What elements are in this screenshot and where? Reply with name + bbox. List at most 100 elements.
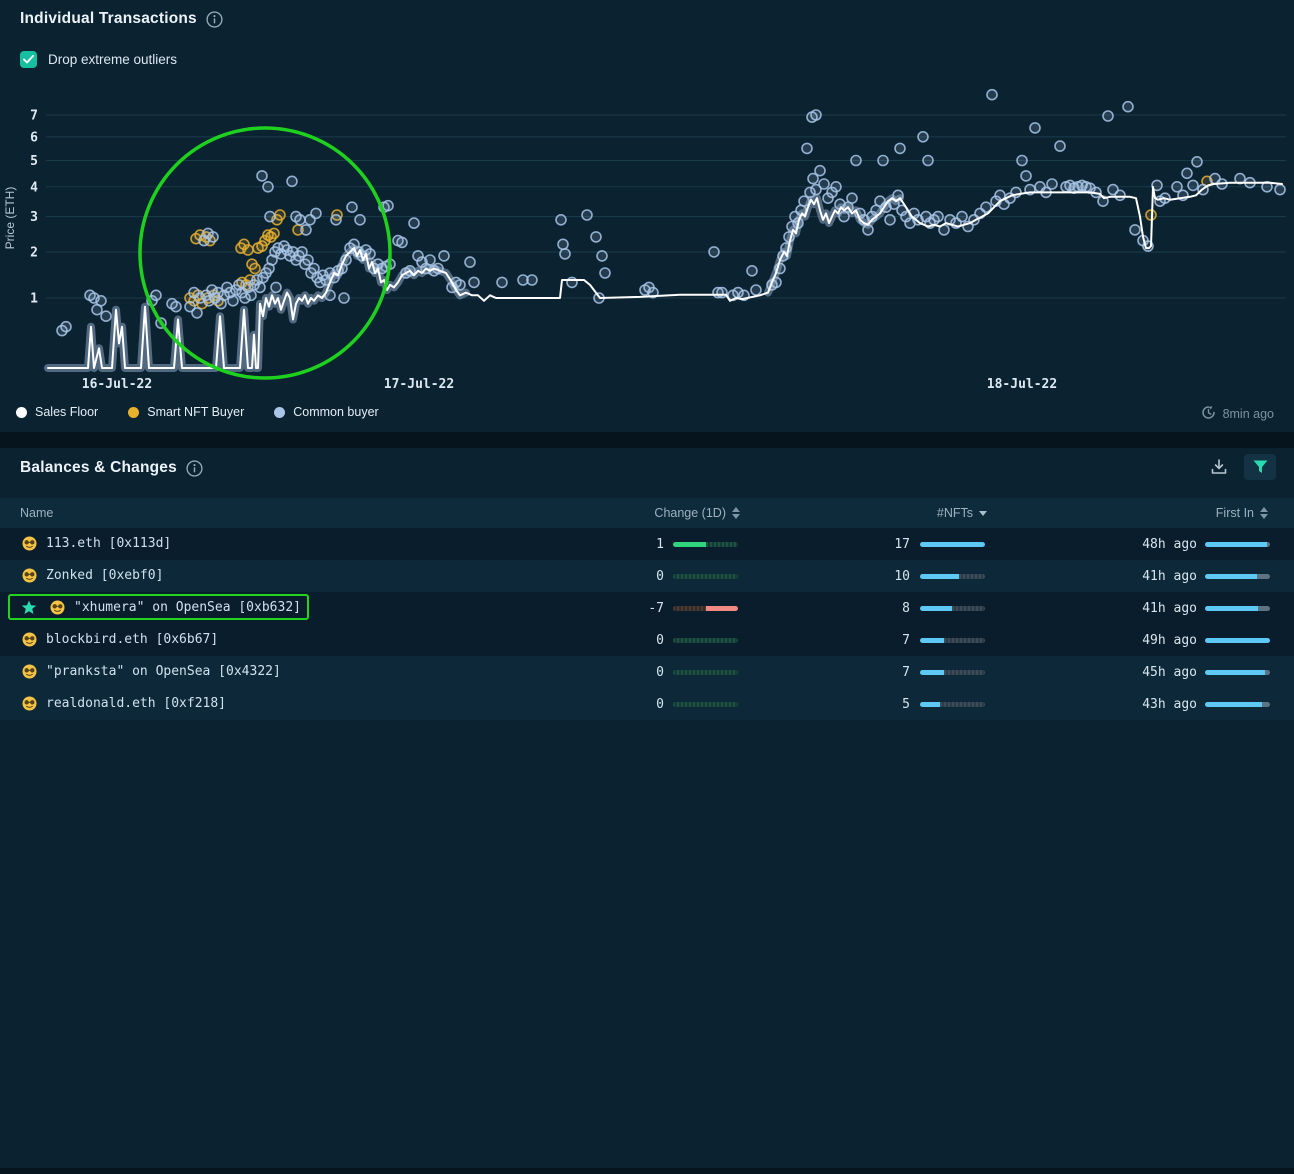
table-row-4[interactable]: "pranksta" on OpenSea [0x4322] 0 7 45h ago: [0, 656, 1294, 688]
data-point: [1187, 179, 1199, 192]
table-row-5[interactable]: realdonald.eth [0xf218] 0 5 43h ago: [0, 688, 1294, 720]
data-point: [274, 209, 286, 221]
nft-count: 7: [902, 665, 910, 680]
nft-bar: [920, 702, 985, 707]
data-point: [424, 254, 436, 266]
change-bar: [673, 542, 738, 547]
data-point: [716, 286, 728, 299]
individual-transactions-title-text: Individual Transactions: [20, 10, 197, 27]
checkbox-checked-icon[interactable]: [20, 51, 37, 68]
data-point: [464, 256, 476, 268]
wallet-name[interactable]: Zonked [0xebf0]: [46, 568, 164, 583]
sort-both-icon: [732, 507, 740, 519]
table-row-2[interactable]: "xhumera" on OpenSea [0xb632] -7 8 41h ago: [0, 592, 1294, 624]
data-point: [559, 248, 571, 260]
download-icon[interactable]: [1208, 456, 1230, 478]
data-point: [1046, 178, 1058, 190]
wallet-emoji-icon: [22, 536, 37, 556]
data-point: [877, 154, 889, 167]
data-point: [496, 276, 508, 289]
data-point: [818, 178, 830, 190]
legend-item-sales-floor[interactable]: Sales Floor: [16, 405, 98, 419]
wallet-name[interactable]: blockbird.eth [0x6b67]: [46, 632, 219, 647]
data-point: [599, 267, 611, 279]
data-point: [286, 175, 298, 188]
data-point: [245, 289, 257, 302]
first-in-bar: [1205, 702, 1270, 707]
data-point: [227, 295, 239, 307]
filter-button[interactable]: [1244, 454, 1276, 480]
data-point: [262, 181, 274, 193]
info-icon[interactable]: [206, 10, 223, 28]
legend-label: Sales Floor: [35, 405, 99, 419]
column-header-label: Change (1D): [654, 506, 726, 520]
scatter-series-common-buyer: [56, 88, 1286, 337]
data-point: [980, 201, 992, 213]
data-point: [1102, 110, 1114, 122]
wallet-emoji-icon: [50, 600, 65, 620]
individual-transactions-section: Individual Transactions Drop extreme out…: [0, 0, 1294, 432]
data-point: [268, 227, 280, 240]
data-point: [302, 254, 314, 266]
data-point: [346, 201, 358, 213]
highlight-annotation-box: [8, 594, 309, 620]
table-row-1[interactable]: Zonked [0xebf0] 0 10 41h ago: [0, 560, 1294, 592]
balances-changes-title-text: Balances & Changes: [20, 459, 177, 476]
table-bottom-strip: [0, 1168, 1294, 1174]
balances-changes-section: Balances & Changes Name Change (1D) #NFTs F…: [0, 448, 1294, 1174]
wallet-name[interactable]: "pranksta" on OpenSea [0x4322]: [46, 664, 281, 679]
column-header-first-in[interactable]: First In: [1090, 498, 1268, 528]
sort-desc-icon: [979, 510, 987, 516]
wallet-name[interactable]: realdonald.eth [0xf218]: [46, 696, 227, 711]
data-point: [557, 238, 569, 251]
data-point: [814, 164, 826, 177]
data-point: [150, 289, 162, 302]
data-point: [804, 186, 816, 199]
y-axis-label: Price (ETH): [3, 187, 17, 250]
drop-extreme-outliers-toggle[interactable]: Drop extreme outliers: [20, 51, 177, 68]
annotation-circle: [138, 126, 392, 380]
data-point: [249, 262, 261, 275]
y-tick-label: 6: [30, 130, 38, 145]
first-in-value: 49h ago: [1142, 633, 1197, 648]
data-point: [830, 181, 842, 193]
data-point: [354, 214, 366, 226]
y-tick-label: 5: [30, 154, 38, 169]
change-value: 0: [656, 697, 664, 712]
last-updated-text: 8min ago: [1222, 407, 1274, 421]
y-tick-label: 3: [30, 210, 38, 225]
y-tick-label: 4: [30, 180, 38, 195]
table-row-0[interactable]: 113.eth [0x113d] 1 17 48h ago: [0, 528, 1294, 560]
data-point: [1114, 189, 1126, 202]
data-point: [454, 279, 466, 291]
nft-bar: [920, 574, 985, 579]
data-point: [1181, 167, 1193, 180]
legend-item-common-buyer[interactable]: Common buyer: [274, 405, 379, 419]
column-header-change-1d-[interactable]: Change (1D): [560, 498, 740, 528]
data-point: [566, 276, 578, 289]
wallet-name[interactable]: 113.eth [0x113d]: [46, 536, 172, 551]
table-actions: [1208, 454, 1276, 480]
x-axis-label: 16-Jul-22: [82, 377, 152, 392]
wallet-name[interactable]: "xhumera" on OpenSea [0xb632]: [74, 600, 301, 615]
star-icon[interactable]: [21, 600, 37, 620]
column-header-label: Name: [20, 506, 54, 520]
legend-item-smart-nft-buyer[interactable]: Smart NFT Buyer: [128, 405, 244, 419]
data-point: [408, 217, 420, 229]
change-value: 0: [656, 569, 664, 584]
change-bar: [673, 574, 738, 579]
table-row-3[interactable]: blockbird.eth [0x6b67] 0 7 49h ago: [0, 624, 1294, 656]
data-point: [264, 210, 276, 223]
wallet-emoji-icon: [22, 696, 37, 716]
change-bar: [673, 670, 738, 675]
drop-extreme-outliers-label: Drop extreme outliers: [48, 52, 178, 67]
first-in-value: 48h ago: [1142, 537, 1197, 552]
nft-bar: [920, 670, 985, 675]
sort-both-icon: [1260, 507, 1268, 519]
y-tick-label: 2: [30, 245, 38, 260]
data-point: [986, 88, 998, 101]
data-point: [1171, 181, 1183, 193]
column-header--nfts[interactable]: #NFTs: [810, 498, 987, 528]
history-clock-icon: [1201, 405, 1216, 423]
info-icon[interactable]: [186, 459, 203, 477]
